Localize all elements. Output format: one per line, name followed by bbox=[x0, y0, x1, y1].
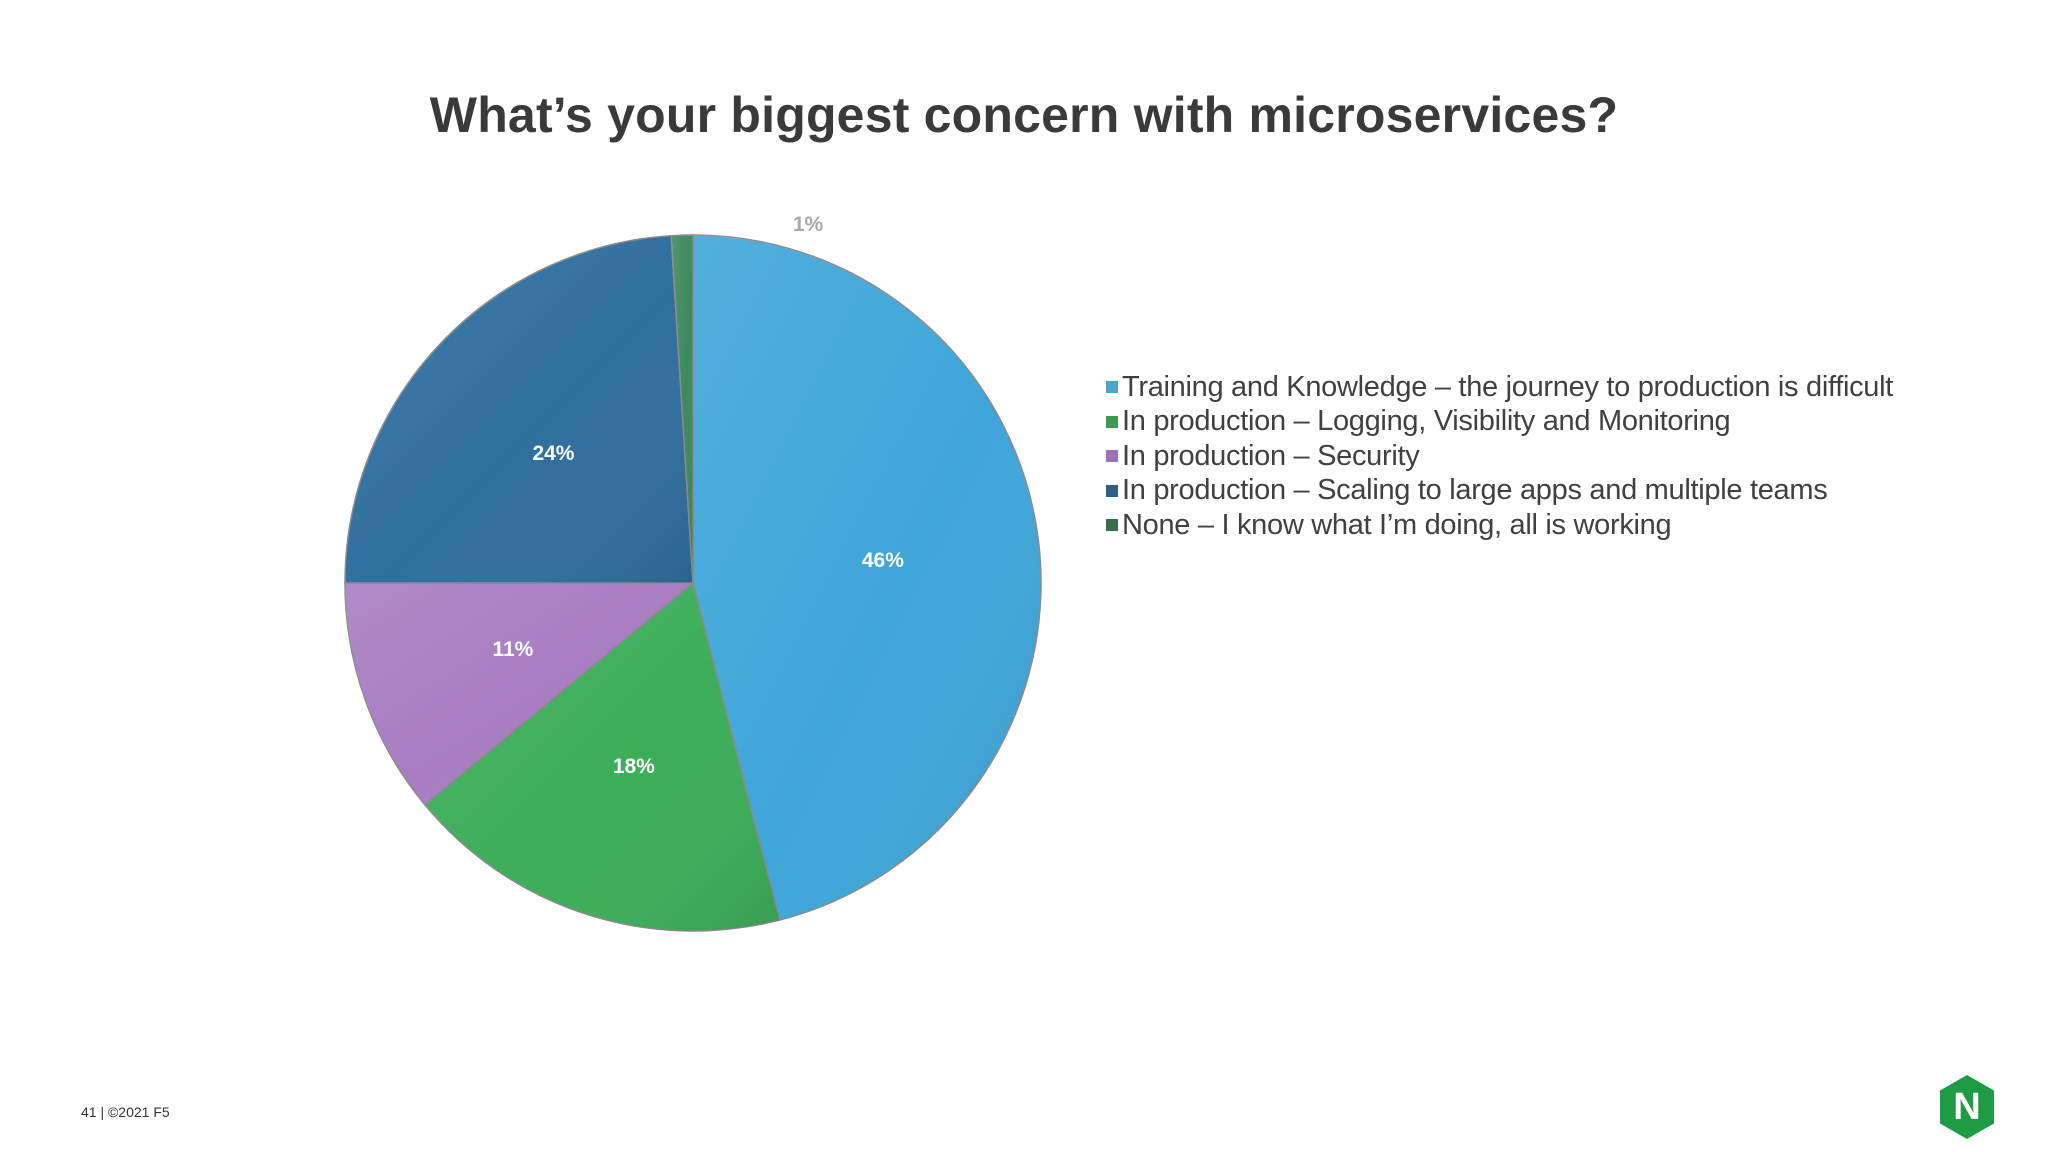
pie-data-label: 24% bbox=[532, 442, 574, 465]
legend-swatch bbox=[1106, 415, 1118, 428]
pie-data-label: 18% bbox=[613, 755, 655, 778]
pie-slice-shading bbox=[693, 235, 1041, 921]
legend-label: In production – Scaling to large apps an… bbox=[1122, 474, 1828, 507]
pie-data-label: 1% bbox=[793, 213, 824, 236]
legend-label: Training and Knowledge – the journey to … bbox=[1122, 370, 1894, 403]
nginx-logo-icon: N bbox=[1940, 1075, 1994, 1139]
chart-title: What’s your biggest concern with microse… bbox=[429, 87, 1619, 143]
pie-data-label: 46% bbox=[862, 549, 904, 572]
pie-slice-shading bbox=[424, 583, 780, 931]
legend-item-security: In production – Security bbox=[1106, 439, 1893, 474]
legend-label: None – I know what I’m doing, all is wor… bbox=[1122, 508, 1672, 541]
legend-item-scaling: In production – Scaling to large apps an… bbox=[1106, 474, 1893, 509]
legend-label: In production – Logging, Visibility and … bbox=[1122, 405, 1731, 438]
legend-swatch bbox=[1106, 519, 1118, 532]
legend-swatch bbox=[1106, 450, 1118, 463]
legend-swatch bbox=[1106, 484, 1118, 497]
legend-swatch bbox=[1106, 381, 1118, 394]
legend-item-none: None – I know what I’m doing, all is wor… bbox=[1106, 508, 1893, 543]
logo-hexagon bbox=[1940, 1075, 1994, 1139]
slide-footer: 41 | ©2021 F5 bbox=[81, 1104, 170, 1120]
pie-slice-shading bbox=[345, 235, 693, 583]
chart-legend: Training and Knowledge – the journey to … bbox=[1106, 370, 1893, 543]
legend-item-training: Training and Knowledge – the journey to … bbox=[1106, 370, 1893, 405]
pie-labels: 46% 18% 11% 24% 1% bbox=[492, 213, 904, 778]
logo-letter: N bbox=[1953, 1086, 1980, 1128]
pie-slices bbox=[344, 234, 1042, 932]
pie-slice-shading bbox=[671, 235, 693, 583]
legend-label: In production – Security bbox=[1122, 439, 1420, 472]
pie-slice-shading bbox=[345, 583, 693, 805]
legend-item-logging: In production – Logging, Visibility and … bbox=[1106, 405, 1893, 440]
pie-data-label: 11% bbox=[492, 638, 533, 661]
